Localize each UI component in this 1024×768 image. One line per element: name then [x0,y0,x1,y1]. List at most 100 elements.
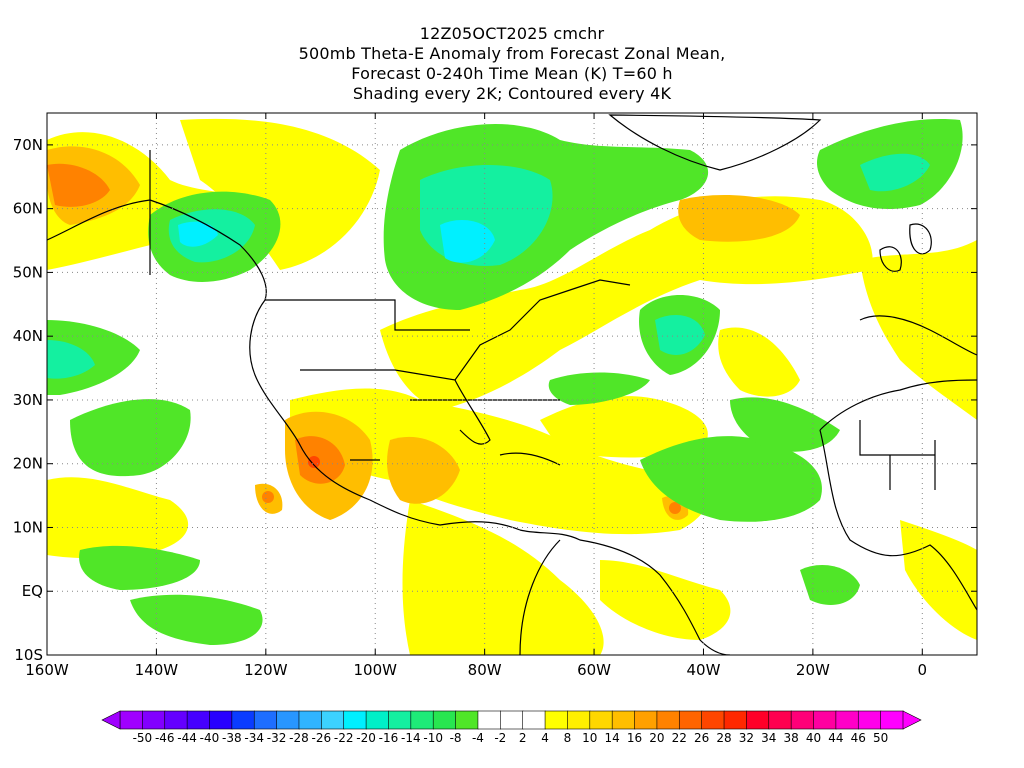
lat-label: 40N [13,327,43,345]
lat-label: 10S [14,646,43,664]
colorbar-swatch [253,710,278,730]
colorbar-swatch [656,710,680,730]
colorbar-swatch [164,710,188,730]
colorbar-label: 32 [739,731,754,745]
colorbar-label: -20 [356,731,376,745]
lon-label: 140W [135,661,179,679]
colorbar-label: -46 [155,731,175,745]
lon-label: 120W [244,661,288,679]
lon-label: 80W [468,661,502,679]
colorbar-label: 34 [761,731,776,745]
colorbar-label: 14 [605,731,620,745]
colorbar-swatch [500,710,524,730]
colorbar-label: 40 [806,731,821,745]
lon-label: 160W [25,661,69,679]
colorbar-label: -26 [312,731,332,745]
lat-label: 50N [13,263,43,281]
latitude-labels: 70N 60N 50N 40N 30N 20N 10N EQ 10S [13,136,43,664]
colorbar-swatch [298,710,323,730]
lat-label: 30N [13,391,43,409]
lon-label: 40W [687,661,721,679]
colorbar-label: 20 [649,731,664,745]
colorbar-swatch [455,710,479,730]
longitude-labels: 160W 140W 120W 100W 80W 60W 40W 20W 0 [25,661,927,679]
colorbar-arrow-right [902,710,922,730]
lon-label: 100W [354,661,398,679]
colorbar-label: 46 [851,731,866,745]
colorbar-swatch [857,710,882,730]
colorbar-swatch [343,710,367,730]
colorbar-label: -34 [244,731,264,745]
lat-label: 20N [13,455,43,473]
colorbar-swatch [634,710,658,730]
lon-label: 60W [577,661,611,679]
anomaly-shading [47,118,977,655]
colorbar-swatch [701,710,725,730]
title-line-4: Shading every 2K; Contoured every 4K [352,84,672,103]
title-line-3: Forecast 0-240h Time Mean (K) T=60 h [351,64,673,83]
colorbar-label: -10 [423,731,443,745]
colorbar-label: 26 [694,731,709,745]
title-line-2: 500mb Theta-E Anomaly from Forecast Zona… [298,44,726,63]
colorbar-swatch [723,710,748,730]
colorbar-label: -8 [450,731,462,745]
colorbar-label: -40 [200,731,220,745]
colorbar-swatch [768,710,792,730]
colorbar-swatch [276,710,300,730]
colorbar-swatch [477,710,502,730]
axis-ticks [46,113,977,656]
colorbar-label: 28 [716,731,731,745]
colorbar-label: -16 [379,731,399,745]
colorbar-swatch [813,710,837,730]
colorbar-label: 2 [519,731,527,745]
colorbar-label: 22 [672,731,687,745]
colorbar-swatch [544,710,569,730]
map-frame [46,112,978,656]
colorbar-swatch [678,710,703,730]
colorbar-label: 10 [582,731,597,745]
colorbar-swatch [209,710,233,730]
colorbar-swatch [186,710,211,730]
colorbar-label: 16 [627,731,642,745]
colorbar-swatch [142,710,166,730]
lat-label: 70N [13,136,43,154]
colorbar-label: -28 [289,731,309,745]
colorbar-label: -4 [472,731,484,745]
colorbar-swatch [231,710,255,730]
colorbar-label: 38 [784,731,799,745]
colorbar-labels: -50 -46 -44 -40 -38 -34 -32 -28 -26 -22 -20 -16 -14-… [133,731,889,745]
lon-label: 0 [918,661,928,679]
lat-label: 60N [13,200,43,218]
colorbar-label: 44 [828,731,843,745]
colorbar-label: -50 [133,731,153,745]
lat-lon-grid [47,113,977,655]
colorbar-swatch [880,710,904,730]
colorbar-swatch [321,710,345,730]
lon-label: 20W [796,661,830,679]
colorbar-swatch [432,710,457,730]
colorbar-label: 4 [541,731,549,745]
colorbar-label: -32 [267,731,287,745]
colorbar-swatch [365,710,390,730]
colorbar-swatch [567,710,591,730]
colorbar-swatch [790,710,815,730]
colorbar-swatch [589,710,613,730]
colorbar-label: -2 [494,731,506,745]
colorbar-label: -14 [401,731,421,745]
colorbar-arrow-left [101,710,121,730]
colorbar-label: 8 [564,731,572,745]
lat-label: 10N [13,518,43,536]
colorbar-swatch [746,710,770,730]
lat-label: EQ [22,582,43,600]
colorbar-swatch [522,710,546,730]
coastlines [47,114,977,655]
colorbar-swatch [410,710,434,730]
colorbar-label: 50 [873,731,888,745]
colorbar-label: -38 [222,731,242,745]
colorbar-label: -22 [334,731,354,745]
colorbar-swatch [388,710,412,730]
title-line-1: 12Z05OCT2025 cmchr [419,24,605,43]
colorbar-swatch [119,710,144,730]
colorbar-label: -44 [177,731,197,745]
